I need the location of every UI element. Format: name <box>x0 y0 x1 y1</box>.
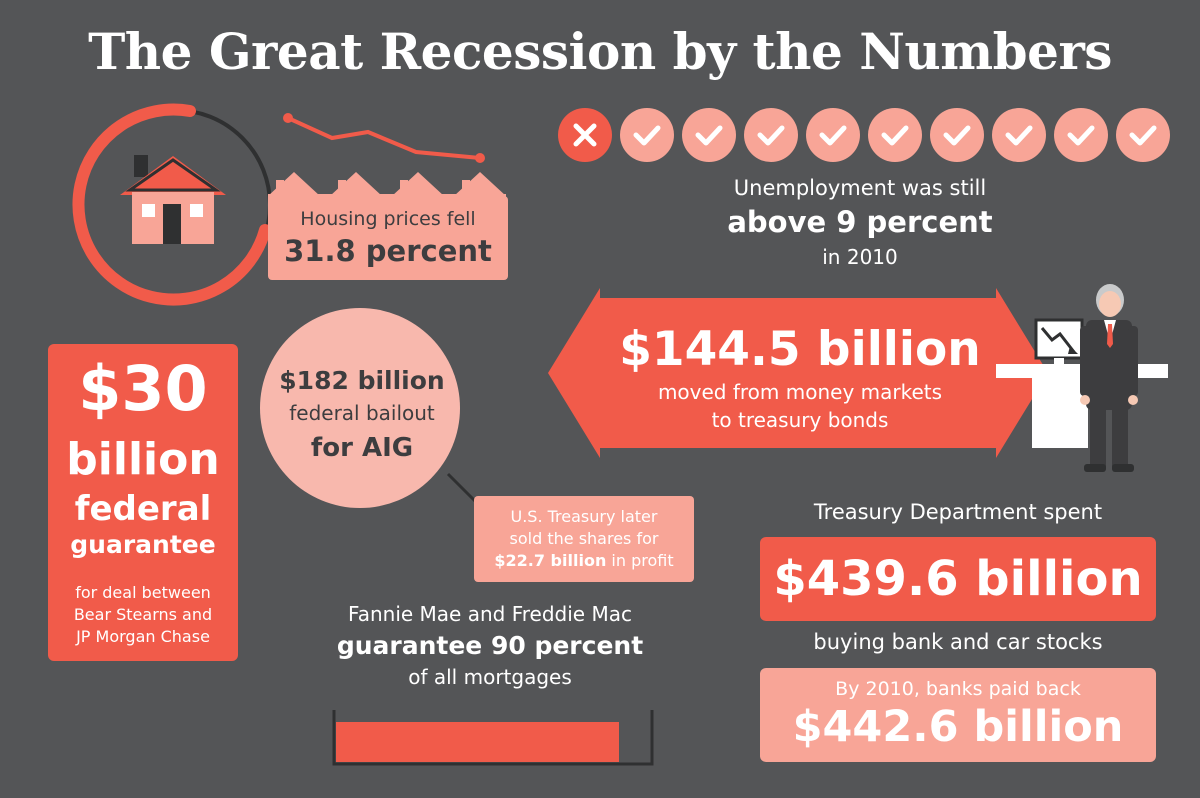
price-decline-line <box>287 116 481 160</box>
payback-amount: $442.6 billion <box>792 702 1124 752</box>
guarantee-box: $30 billion federal guarantee for deal b… <box>48 344 238 661</box>
aig-text: $182 billion federal bailout for AIG <box>262 364 462 468</box>
check-icon <box>620 108 674 162</box>
profit-box: U.S. Treasury later sold the shares for … <box>474 496 694 582</box>
check-icon <box>1116 108 1170 162</box>
mortgage-bar-fill <box>336 722 619 762</box>
money-markets-amount: $144.5 billion <box>619 322 981 377</box>
treasury-amount: $439.6 billion <box>760 537 1156 621</box>
profit-amount: $22.7 billion <box>494 551 607 570</box>
guarantee-desc-line3: JP Morgan Chase <box>76 627 210 646</box>
price-start-point <box>283 113 293 123</box>
fannie-text: Fannie Mae and Freddie Mac guarantee 90 … <box>300 600 680 690</box>
housing-ring-progress <box>72 103 271 306</box>
check-icon <box>992 108 1046 162</box>
unemployment-text: Unemployment was still above 9 percent i… <box>640 174 1080 272</box>
treasury-sub: buying bank and car stocks <box>813 630 1103 654</box>
guarantee-description: for deal between Bear Stearns and JP Mor… <box>58 582 228 648</box>
aig-amount: $182 billion <box>279 366 445 395</box>
unemployment-year: in 2010 <box>822 245 898 269</box>
guarantee-federal: federal <box>74 489 212 529</box>
check-icon <box>682 108 736 162</box>
check-icon <box>1054 108 1108 162</box>
fannie-line1: Fannie Mae and Freddie Mac <box>348 602 632 626</box>
money-markets-text: $144.5 billion moved from money markets … <box>580 322 1020 434</box>
check-icon <box>930 108 984 162</box>
businessman-icon <box>996 284 1168 472</box>
profit-line3: $22.7 billion in profit <box>474 550 694 572</box>
guarantee-desc-line1: for deal between <box>75 583 211 602</box>
profit-suffix: in profit <box>606 551 674 570</box>
x-icon <box>558 108 612 162</box>
money-markets-line1: moved from money markets <box>657 380 943 404</box>
profit-line1: U.S. Treasury later <box>510 507 658 526</box>
house-icon <box>120 155 226 244</box>
check-icon <box>744 108 798 162</box>
profit-line2: sold the shares for <box>509 529 659 548</box>
price-end-point <box>475 153 485 163</box>
housing-label: Housing prices fell <box>300 208 476 230</box>
money-markets-line2: to treasury bonds <box>711 408 889 432</box>
fannie-value: guarantee 90 percent <box>336 631 644 660</box>
payback-box: By 2010, banks paid back $442.6 billion <box>760 668 1156 762</box>
guarantee-unit: billion <box>66 434 220 485</box>
page-title: The Great Recession by the Numbers <box>88 22 1112 81</box>
double-arrow-shape <box>548 288 1048 458</box>
housing-box: Housing prices fell 31.8 percent <box>268 196 508 280</box>
check-icon <box>806 108 860 162</box>
mortgage-bar <box>332 710 654 766</box>
aig-line3: for AIG <box>310 433 414 463</box>
aig-circle <box>260 308 460 508</box>
payback-label: By 2010, banks paid back <box>835 678 1081 700</box>
housing-value: 31.8 percent <box>284 234 492 268</box>
guarantee-label: guarantee <box>70 530 216 559</box>
guarantee-desc-line2: Bear Stearns and <box>73 605 213 624</box>
treasury-label: Treasury Department spent <box>813 500 1103 524</box>
unemployment-value: above 9 percent <box>727 205 993 239</box>
unemployment-line1: Unemployment was still <box>733 176 987 200</box>
unemployment-icon-row <box>558 108 1170 162</box>
check-icon <box>868 108 922 162</box>
guarantee-amount: $30 <box>78 352 208 425</box>
fannie-line3: of all mortgages <box>408 665 572 689</box>
aig-line2: federal bailout <box>289 401 435 425</box>
